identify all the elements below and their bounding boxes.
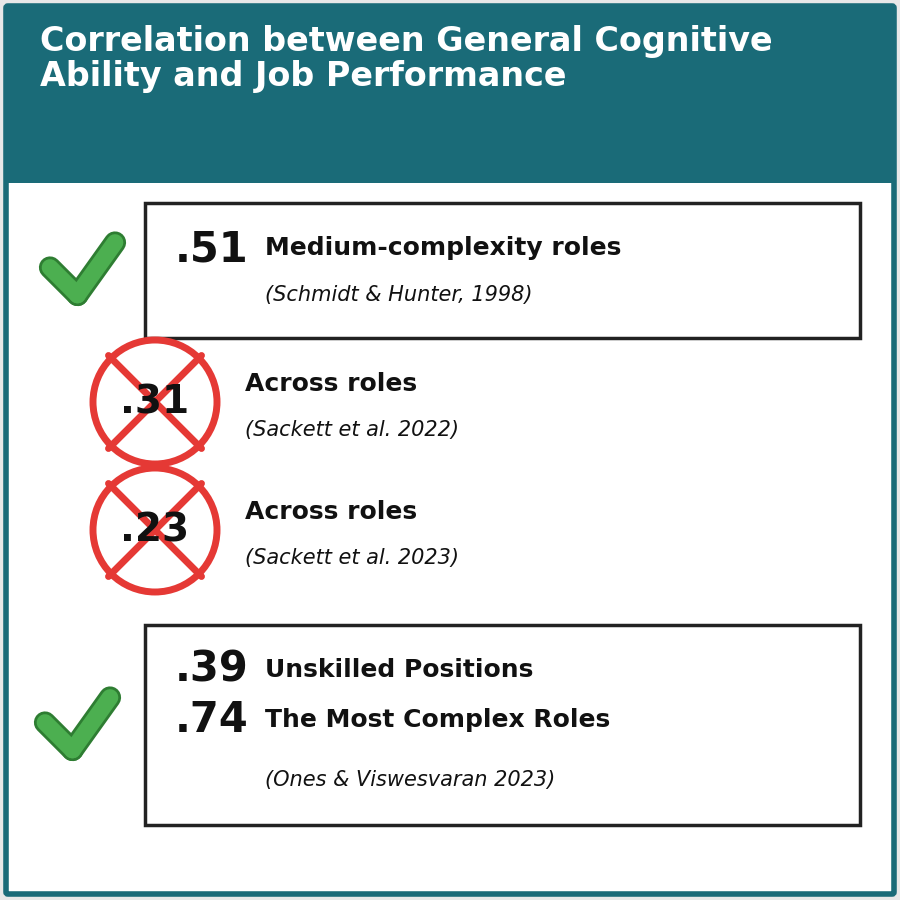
FancyBboxPatch shape — [145, 203, 860, 338]
Text: Unskilled Positions: Unskilled Positions — [265, 658, 534, 682]
Text: .51: .51 — [175, 229, 248, 271]
Text: Correlation between General Cognitive: Correlation between General Cognitive — [40, 25, 772, 58]
Text: .31: .31 — [121, 383, 190, 421]
FancyBboxPatch shape — [6, 6, 894, 894]
Text: (Sackett et al. 2023): (Sackett et al. 2023) — [245, 548, 459, 568]
Text: (Schmidt & Hunter, 1998): (Schmidt & Hunter, 1998) — [265, 285, 533, 305]
Text: .74: .74 — [175, 699, 248, 741]
Text: Ability and Job Performance: Ability and Job Performance — [40, 60, 566, 93]
Text: The Most Complex Roles: The Most Complex Roles — [265, 708, 610, 732]
Text: Across roles: Across roles — [245, 500, 417, 524]
Text: (Sackett et al. 2022): (Sackett et al. 2022) — [245, 420, 459, 440]
FancyBboxPatch shape — [8, 8, 892, 183]
Text: Across roles: Across roles — [245, 372, 417, 396]
Text: .39: .39 — [175, 649, 248, 691]
FancyBboxPatch shape — [145, 625, 860, 825]
Text: (Ones & Viswesvaran 2023): (Ones & Viswesvaran 2023) — [265, 770, 555, 790]
Text: .23: .23 — [121, 511, 190, 549]
Text: Medium-complexity roles: Medium-complexity roles — [265, 236, 621, 260]
